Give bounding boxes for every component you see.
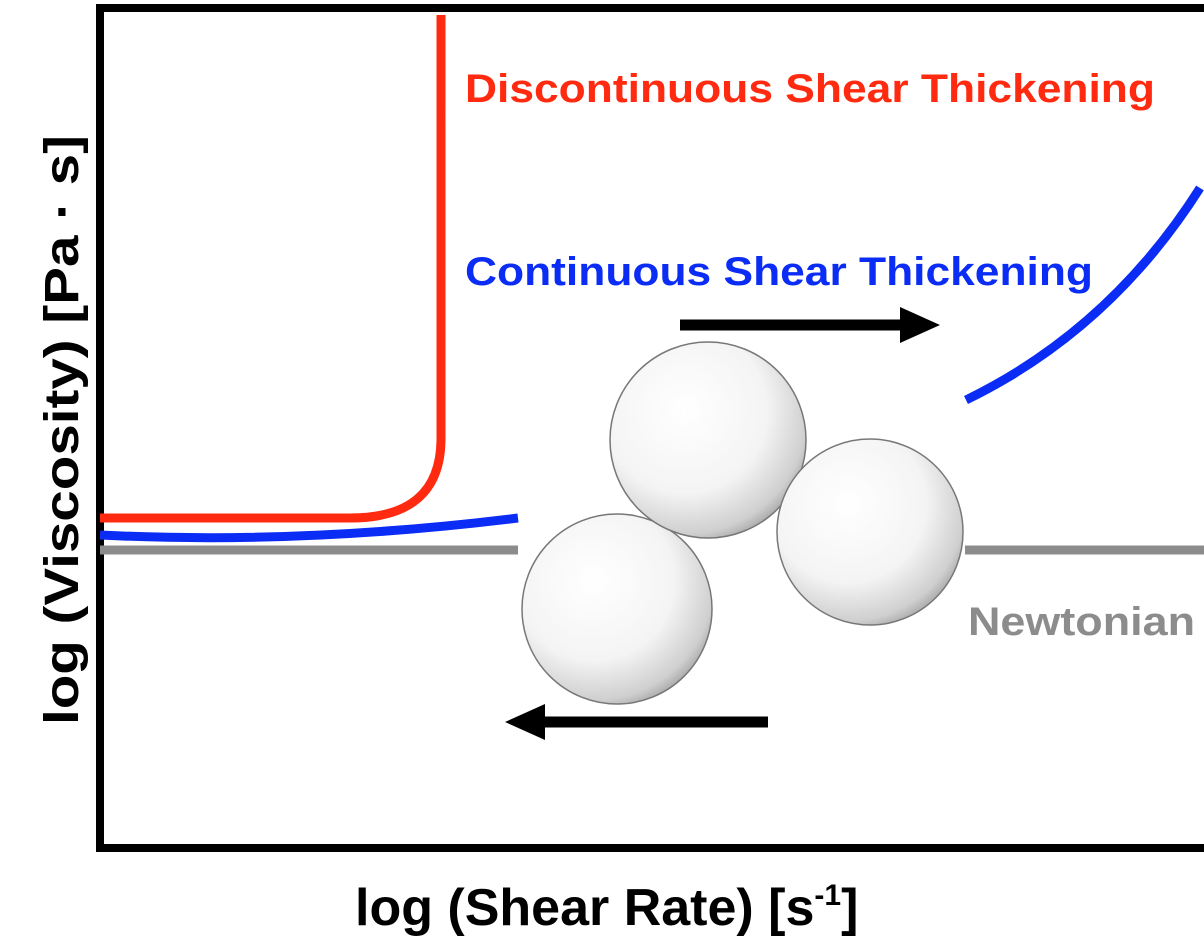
diagram: Discontinuous Shear Thickening Continuou… [0, 0, 1204, 937]
x-axis-label-main: log (Shear Rate) [s [355, 879, 814, 937]
particle [610, 342, 806, 538]
page: Discontinuous Shear Thickening Continuou… [0, 0, 1204, 937]
newtonian-label: Newtonian [968, 600, 1195, 644]
x-axis-label: log (Shear Rate) [s-1] [355, 879, 858, 937]
cst-label: Continuous Shear Thickening [465, 250, 1093, 294]
x-axis-label-end: ] [841, 879, 858, 937]
x-axis-label-superscript: -1 [814, 879, 841, 912]
dst-label: Discontinuous Shear Thickening [465, 67, 1155, 111]
particle [777, 439, 963, 625]
particle [522, 514, 712, 704]
y-axis-label: log (Viscosity) [Pa · s] [36, 135, 89, 725]
